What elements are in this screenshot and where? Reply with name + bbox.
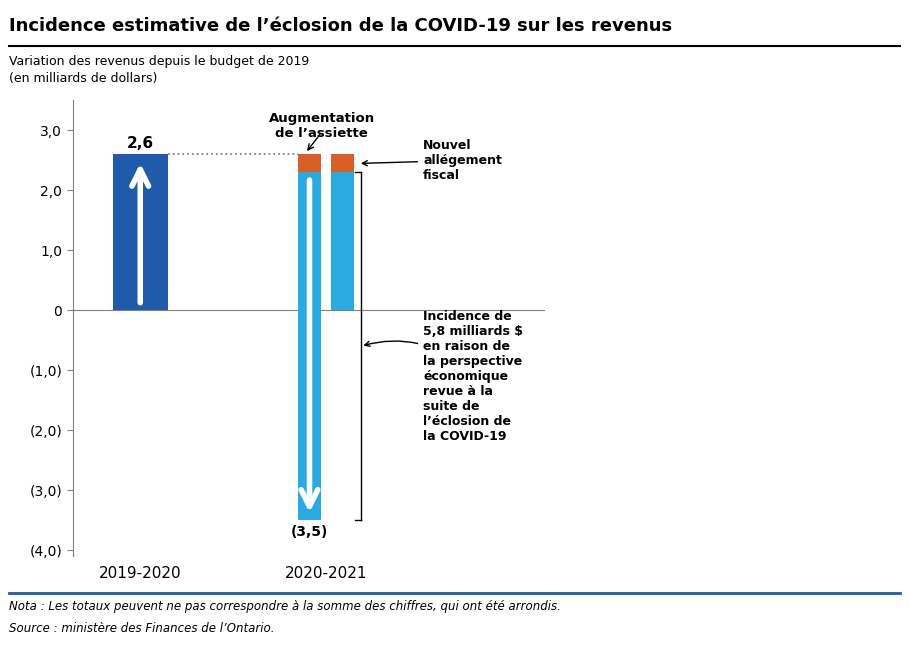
Bar [298,155,321,172]
Bar [298,172,321,520]
Text: Source : ministère des Finances de l’Ontario.: Source : ministère des Finances de l’Ont… [9,622,275,634]
Text: Nota : Les totaux peuvent ne pas correspondre à la somme des chiffres, qui ont é: Nota : Les totaux peuvent ne pas corresp… [9,600,561,612]
Text: Variation des revenus depuis le budget de 2019: Variation des revenus depuis le budget d… [9,55,309,68]
Bar [113,155,167,310]
Text: 2,6: 2,6 [126,136,154,151]
Bar [331,155,354,172]
Text: (3,5): (3,5) [291,525,328,539]
Text: Nouvel
allégement
fiscal: Nouvel allégement fiscal [363,139,502,182]
Text: (en milliards de dollars): (en milliards de dollars) [9,72,157,85]
Text: Augmentation
de l’assiette: Augmentation de l’assiette [269,113,375,141]
Text: Incidence de
5,8 milliards $
en raison de
la perspective
économique
revue à la
s: Incidence de 5,8 milliards $ en raison d… [365,310,523,443]
Bar [331,172,354,310]
Text: Incidence estimative de l’éclosion de la COVID-19 sur les revenus: Incidence estimative de l’éclosion de la… [9,17,673,35]
